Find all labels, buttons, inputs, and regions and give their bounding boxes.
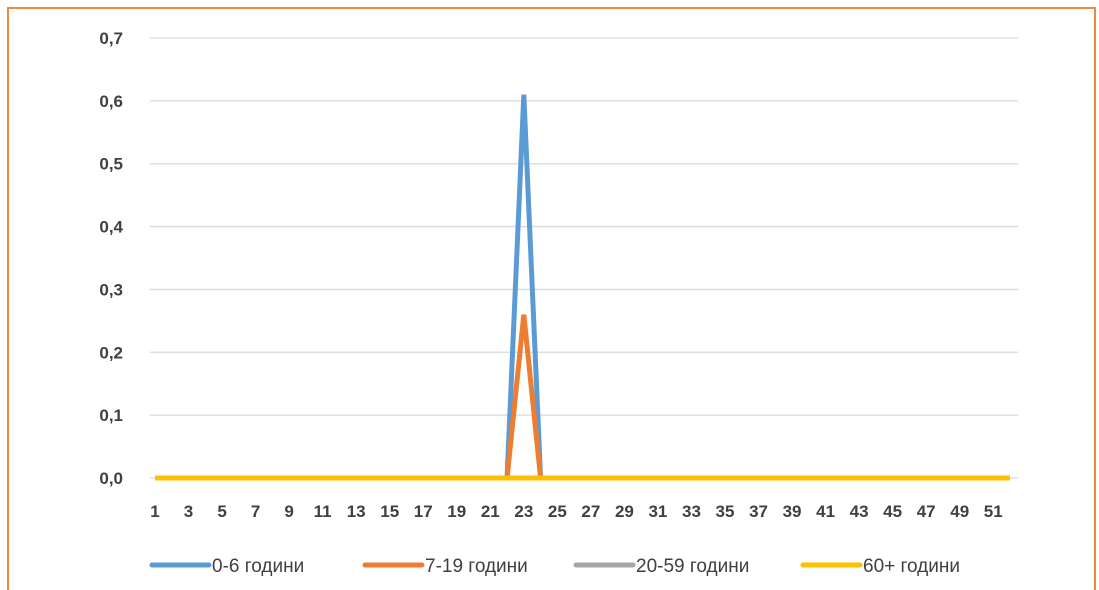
legend-label: 7-19 години: [425, 556, 528, 577]
y-tick-label: 0,0: [99, 469, 123, 488]
x-tick-label: 39: [783, 502, 802, 521]
x-tick-label: 25: [548, 502, 567, 521]
x-tick-label: 45: [883, 502, 902, 521]
x-tick-label: 17: [414, 502, 433, 521]
legend-label: 60+ години: [863, 556, 960, 577]
x-tick-label: 33: [682, 502, 701, 521]
y-tick-label: 0,6: [99, 92, 123, 111]
y-tick-label: 0,1: [99, 406, 123, 425]
legend: 0-6 години 7-19 години 20-59 години 60+ год…: [149, 556, 960, 577]
y-axis-ticks: 0,0 0,1 0,2 0,3 0,4 0,5 0,6 0,7: [99, 29, 123, 488]
chart-frame: [7, 7, 1096, 590]
x-tick-label: 31: [648, 502, 667, 521]
x-tick-label: 13: [347, 502, 366, 521]
x-tick-label: 5: [217, 502, 226, 521]
x-tick-label: 11: [314, 502, 332, 521]
y-tick-label: 0,2: [99, 343, 123, 362]
x-tick-label: 51: [984, 502, 1003, 521]
x-tick-label: 7: [251, 502, 260, 521]
y-tick-label: 0,3: [99, 280, 123, 299]
series-line: [155, 94, 1010, 481]
x-tick-label: 19: [447, 502, 466, 521]
y-tick-label: 0,4: [99, 218, 123, 237]
x-tick-label: 47: [917, 502, 936, 521]
x-tick-label: 41: [816, 502, 835, 521]
x-tick-label: 29: [615, 502, 634, 521]
x-tick-label: 37: [749, 502, 768, 521]
x-tick-label: 21: [481, 502, 500, 521]
x-tick-label: 9: [284, 502, 293, 521]
y-tick-label: 0,7: [99, 29, 123, 48]
x-tick-label: 27: [581, 502, 600, 521]
x-tick-label: 15: [380, 502, 399, 521]
legend-label: 0-6 години: [212, 556, 304, 577]
x-tick-label: 1: [150, 502, 159, 521]
series-line: [155, 314, 1010, 481]
gridlines: [150, 37, 1018, 479]
series-lines: [155, 94, 1010, 481]
x-tick-label: 23: [514, 502, 533, 521]
y-tick-label: 0,5: [99, 155, 123, 174]
x-tick-label: 49: [950, 502, 969, 521]
x-tick-label: 35: [716, 502, 735, 521]
x-tick-label: 43: [850, 502, 869, 521]
x-tick-label: 3: [184, 502, 193, 521]
x-axis-ticks: 1 3 5 7 9 11 13 15 17 19 21 23 25 27 29 31 33 35 37 39 41 43 4…: [150, 502, 1002, 521]
legend-label: 20-59 години: [636, 556, 749, 577]
